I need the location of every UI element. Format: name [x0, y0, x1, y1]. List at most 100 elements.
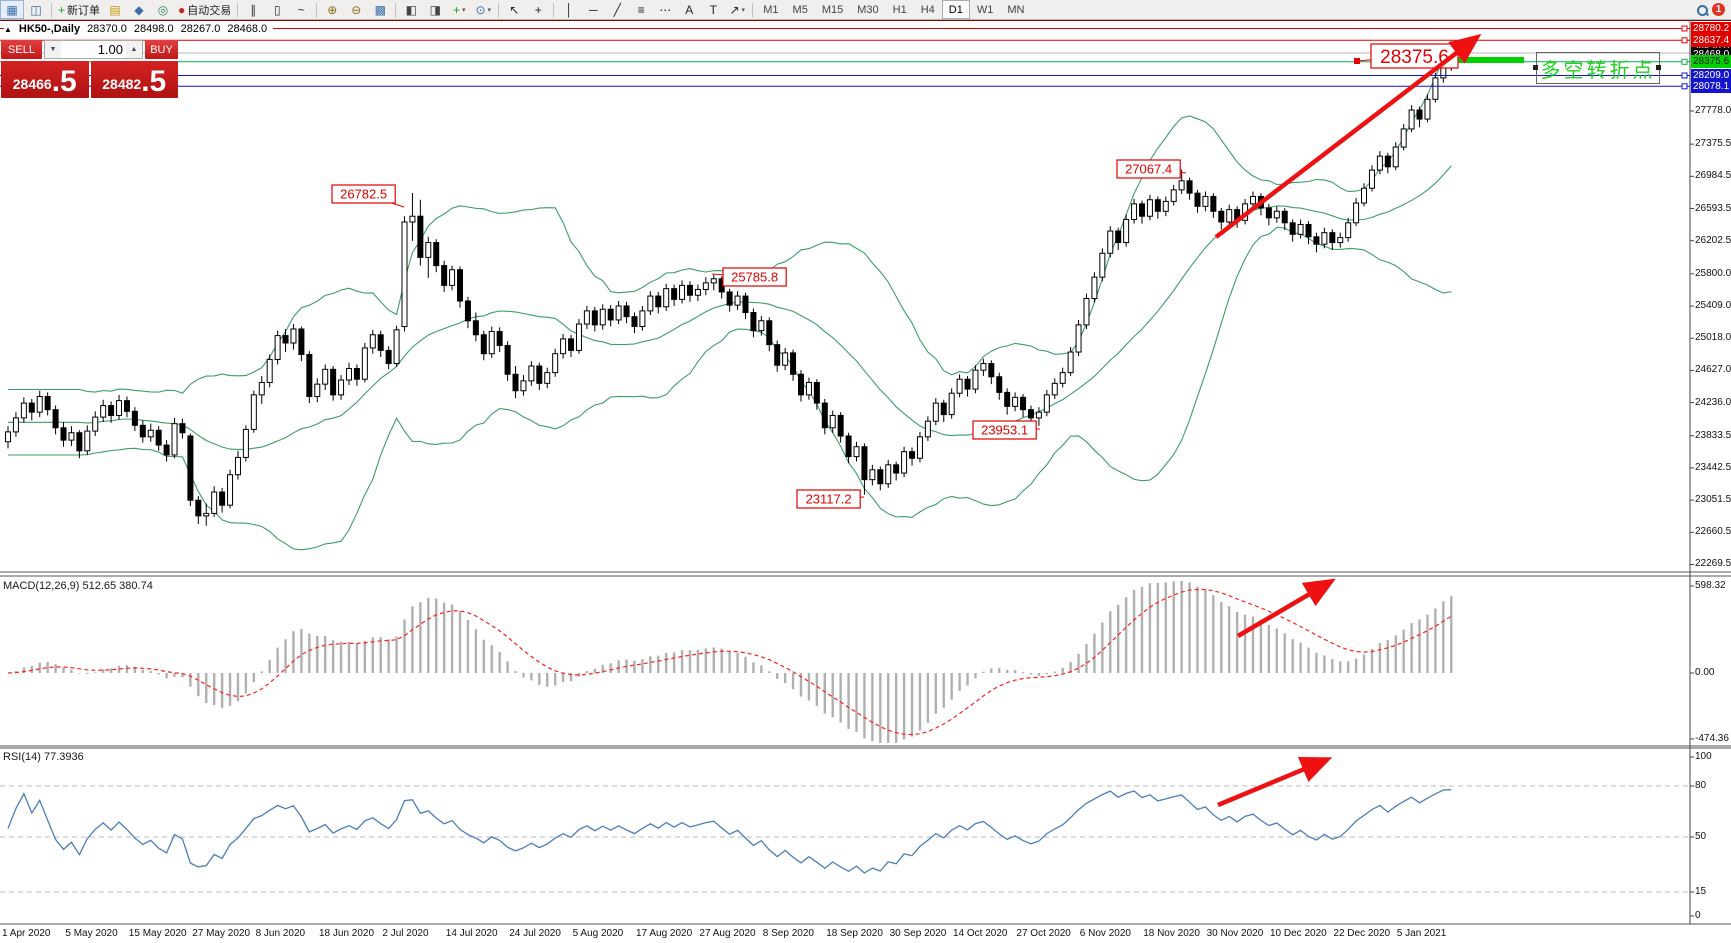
collapse-icon[interactable]: ▲: [4, 24, 12, 34]
candle-body: [92, 416, 99, 432]
buy-button[interactable]: BUY: [145, 40, 178, 59]
indicators-button[interactable]: + ▾: [447, 0, 471, 19]
macd-tick-label: 598.32: [1695, 580, 1726, 591]
timeframe-m30[interactable]: M30: [857, 3, 879, 16]
notification-badge[interactable]: 1: [1712, 3, 1725, 16]
line-price-label: 28637.4: [1691, 33, 1731, 47]
candle-body: [1297, 223, 1304, 235]
candle-body: [956, 378, 963, 394]
toolbar-separator: [752, 2, 754, 17]
callout-price-label: 23117.2: [806, 492, 852, 507]
cursor-button[interactable]: ↖: [502, 0, 526, 19]
tile-windows-button[interactable]: ▩: [368, 0, 392, 19]
autotrading-button[interactable]: ● 自动交易: [175, 0, 234, 19]
market-watch-button[interactable]: ◆: [127, 0, 151, 19]
crosshair-button[interactable]: +: [526, 0, 550, 19]
callout-box: [1116, 159, 1181, 179]
ohlc-low: 28267.0: [180, 23, 221, 35]
price-tick-label: 27375.5: [1695, 138, 1731, 150]
timeframe-w1[interactable]: W1: [976, 3, 994, 16]
periods-button[interactable]: ⊙ ▾: [471, 0, 495, 19]
buy-price-button[interactable]: 28482 .5: [90, 61, 178, 98]
history-center-button[interactable]: ▤: [103, 0, 127, 19]
date-label: 8 Sep 2020: [762, 928, 814, 939]
new-order-button[interactable]: + 新订单: [55, 0, 103, 19]
toolbar-separator: [51, 2, 52, 17]
macd-tick-label: -474.36: [1695, 733, 1729, 744]
candle-body: [583, 310, 590, 325]
annotation-text-box[interactable]: 多空转折点: [1536, 52, 1660, 84]
lot-increase-icon[interactable]: ▲: [126, 41, 142, 58]
tile-windows-icon: ▩: [374, 2, 386, 17]
line-handle: [1681, 83, 1688, 90]
text-button[interactable]: A: [677, 0, 701, 19]
candle-body: [1384, 155, 1391, 168]
candle-body: [774, 344, 781, 366]
trendline-button[interactable]: ╱: [605, 0, 629, 19]
candle-body: [36, 396, 43, 413]
horizontal-line-button[interactable]: ─: [581, 0, 605, 19]
candle-body: [916, 436, 923, 459]
cycle-lines-button[interactable]: ⋯: [653, 0, 677, 19]
zoom-out-button[interactable]: ⊖: [344, 0, 368, 19]
bar-chart-button[interactable]: ∥: [241, 0, 265, 19]
timeframe-mn[interactable]: MN: [1007, 3, 1025, 16]
line-handle: [1681, 72, 1688, 79]
signals-button[interactable]: ◎: [151, 0, 175, 19]
timeframe-m15[interactable]: M15: [821, 3, 844, 16]
rsi-tick-label: 50: [1695, 831, 1707, 842]
preview-button[interactable]: ◫: [24, 0, 48, 19]
timeframe-m5[interactable]: M5: [792, 3, 808, 16]
timeframe-h4[interactable]: H4: [920, 3, 935, 16]
candle-body: [1432, 77, 1439, 100]
candlestick-chart-button[interactable]: ▯: [265, 0, 289, 19]
candle-body: [1273, 210, 1280, 219]
chart-shift-button[interactable]: ◨: [423, 0, 447, 19]
text-label-button[interactable]: T: [701, 0, 725, 19]
candle-body: [679, 284, 686, 300]
sell-button[interactable]: SELL: [1, 40, 42, 59]
date-label: 8 Jun 2020: [255, 928, 306, 939]
arrows-button[interactable]: ↗ ▾: [725, 0, 749, 19]
zoom-in-button[interactable]: ⊕: [320, 0, 344, 19]
selection-handle: [1533, 65, 1538, 70]
fibonacci-button[interactable]: ≡: [629, 0, 653, 19]
candle-body: [909, 451, 916, 459]
chart-window-button[interactable]: ▦: [0, 0, 24, 19]
candle-body: [607, 308, 614, 321]
line-chart-button[interactable]: ~: [289, 0, 313, 19]
sell-price-button[interactable]: 28466 .5: [1, 61, 89, 98]
candle-body: [203, 512, 210, 517]
candle-body: [5, 431, 11, 443]
line-price-label: 28078.1: [1691, 79, 1731, 93]
vertical-line-button[interactable]: │: [557, 0, 581, 19]
candle-body: [361, 347, 368, 380]
search-icon[interactable]: [1696, 4, 1708, 16]
candle-body: [980, 363, 987, 371]
candle-body: [1051, 382, 1058, 396]
candle-body: [1186, 180, 1193, 194]
candle-body: [345, 368, 352, 381]
candle-body: [1091, 276, 1098, 300]
candle-body: [1392, 146, 1399, 168]
lot-decrease-icon[interactable]: ▼: [45, 41, 61, 58]
candle-body: [1218, 210, 1225, 223]
cycle-lines-icon: ⋯: [659, 2, 672, 17]
candle-body: [1408, 109, 1415, 130]
date-label: 6 Nov 2020: [1079, 928, 1131, 939]
candle-body: [250, 394, 257, 430]
ohlc-close: 28468.0: [227, 23, 268, 35]
timeframe-h1[interactable]: H1: [892, 3, 907, 16]
auto-scroll-button[interactable]: ◧: [399, 0, 423, 19]
candle-body: [1368, 169, 1375, 189]
line-anchor-handle: [1354, 58, 1360, 64]
timeframe-d1[interactable]: D1: [941, 0, 970, 19]
timeframe-m1[interactable]: M1: [763, 3, 779, 16]
candle-body: [338, 379, 345, 396]
candle-body: [314, 383, 321, 398]
price-tick-label: 22660.5: [1695, 526, 1731, 538]
lot-size-input[interactable]: [61, 41, 126, 58]
candle-body: [790, 352, 797, 375]
candle-body: [504, 344, 511, 375]
